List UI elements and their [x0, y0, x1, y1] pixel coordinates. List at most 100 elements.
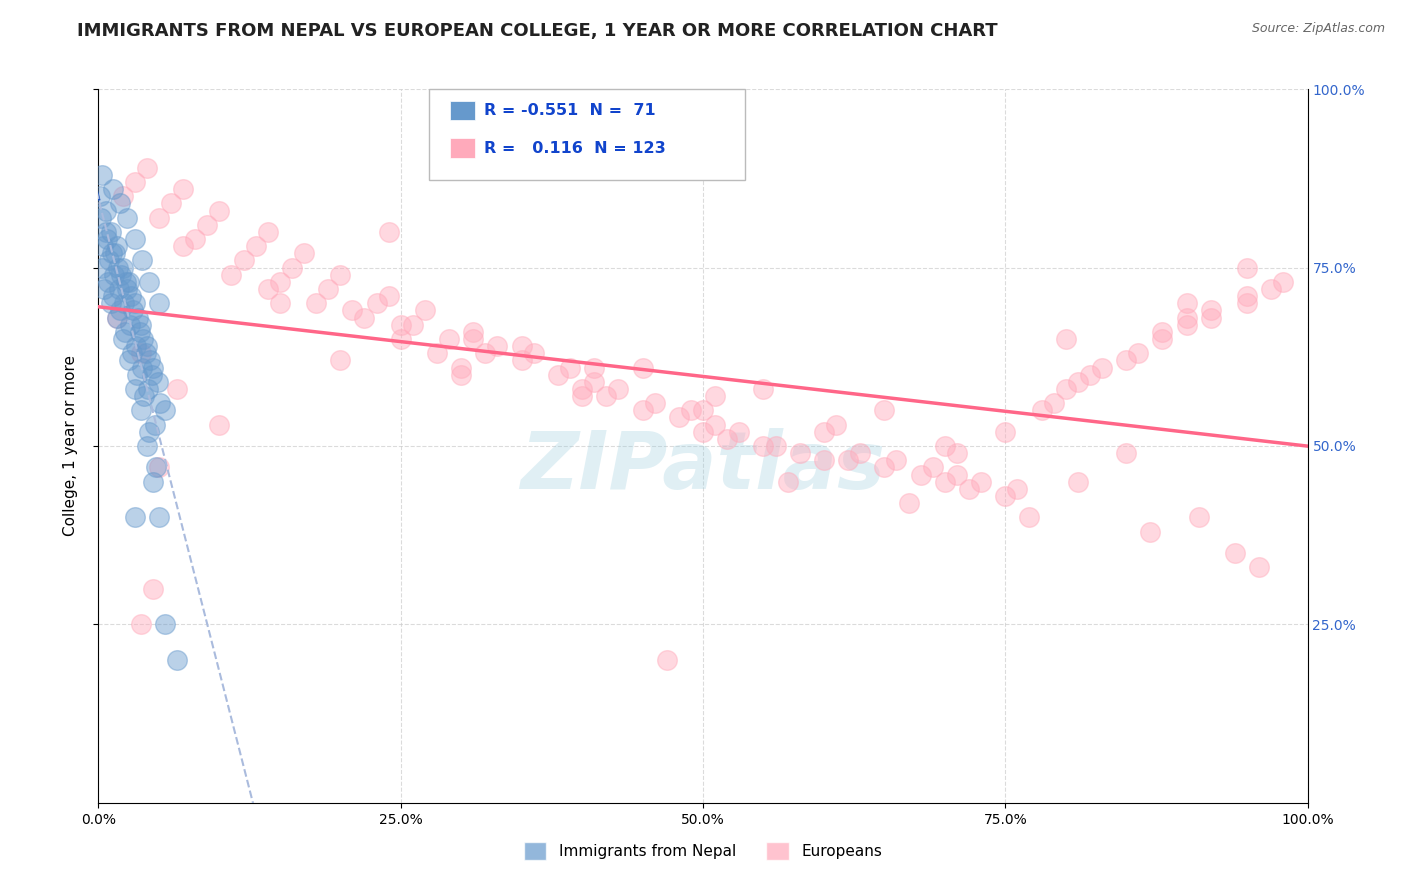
- Point: [90, 211, 112, 225]
- Point: [100, 246, 122, 260]
- Point: [595, 389, 617, 403]
- Point: [765, 439, 787, 453]
- Point: [813, 425, 835, 439]
- Point: [148, 510, 170, 524]
- Point: [994, 425, 1017, 439]
- Point: [105, 239, 128, 253]
- Point: [166, 653, 188, 667]
- Point: [1018, 510, 1040, 524]
- Point: [921, 460, 943, 475]
- Point: [129, 403, 152, 417]
- Point: [934, 475, 956, 489]
- Point: [256, 282, 278, 296]
- Point: [1236, 260, 1258, 275]
- Point: [1031, 403, 1053, 417]
- Point: [897, 496, 920, 510]
- Point: [1115, 446, 1137, 460]
- Point: [704, 417, 727, 432]
- Point: [124, 175, 146, 189]
- Point: [583, 375, 606, 389]
- Point: [692, 425, 714, 439]
- Point: [873, 460, 896, 475]
- Point: [1236, 296, 1258, 310]
- Point: [149, 396, 172, 410]
- Point: [124, 510, 146, 524]
- Point: [1188, 510, 1211, 524]
- Point: [125, 339, 148, 353]
- Point: [1115, 353, 1137, 368]
- Point: [910, 467, 932, 482]
- Point: [752, 439, 775, 453]
- Point: [292, 246, 315, 260]
- Point: [105, 310, 128, 325]
- Point: [118, 275, 141, 289]
- Point: [136, 382, 159, 396]
- Point: [342, 303, 364, 318]
- Point: [644, 396, 666, 410]
- Point: [94, 225, 117, 239]
- Point: [329, 268, 352, 282]
- Point: [1091, 360, 1114, 375]
- Point: [121, 346, 143, 360]
- Point: [329, 353, 352, 368]
- Point: [837, 453, 859, 467]
- Point: [655, 653, 678, 667]
- Point: [145, 460, 167, 475]
- Y-axis label: College, 1 year or more: College, 1 year or more: [63, 356, 77, 536]
- Text: Source: ZipAtlas.com: Source: ZipAtlas.com: [1251, 22, 1385, 36]
- Point: [107, 260, 129, 275]
- Point: [91, 168, 114, 182]
- Point: [101, 289, 124, 303]
- Point: [148, 296, 170, 310]
- Point: [1199, 310, 1222, 325]
- Point: [256, 225, 278, 239]
- Point: [946, 467, 969, 482]
- Point: [118, 318, 141, 332]
- Point: [138, 275, 160, 289]
- Point: [118, 353, 141, 368]
- Point: [583, 360, 606, 375]
- Point: [100, 296, 122, 310]
- Point: [108, 196, 131, 211]
- Point: [135, 346, 157, 360]
- Point: [146, 375, 169, 389]
- Point: [128, 325, 150, 339]
- Point: [886, 453, 908, 467]
- Point: [142, 582, 165, 596]
- Point: [450, 368, 472, 382]
- Point: [148, 211, 170, 225]
- Point: [184, 232, 207, 246]
- Point: [1067, 375, 1090, 389]
- Point: [117, 282, 139, 296]
- Point: [1007, 482, 1029, 496]
- Point: [269, 296, 291, 310]
- Point: [111, 260, 134, 275]
- Point: [127, 310, 149, 325]
- Point: [160, 196, 183, 211]
- Point: [127, 368, 149, 382]
- Point: [716, 432, 738, 446]
- Point: [108, 303, 131, 318]
- Point: [281, 260, 304, 275]
- Point: [704, 389, 727, 403]
- Point: [668, 410, 690, 425]
- Point: [139, 353, 162, 368]
- Point: [463, 332, 485, 346]
- Point: [366, 296, 388, 310]
- Point: [120, 289, 142, 303]
- Point: [1152, 325, 1174, 339]
- Point: [1054, 382, 1077, 396]
- Point: [104, 246, 127, 260]
- Point: [129, 318, 152, 332]
- Point: [91, 260, 114, 275]
- Point: [402, 318, 425, 332]
- Point: [103, 268, 125, 282]
- Point: [129, 346, 152, 360]
- Point: [849, 446, 872, 460]
- Point: [510, 353, 533, 368]
- Point: [97, 275, 120, 289]
- Point: [474, 346, 496, 360]
- Point: [143, 417, 166, 432]
- Point: [994, 489, 1017, 503]
- Point: [153, 403, 176, 417]
